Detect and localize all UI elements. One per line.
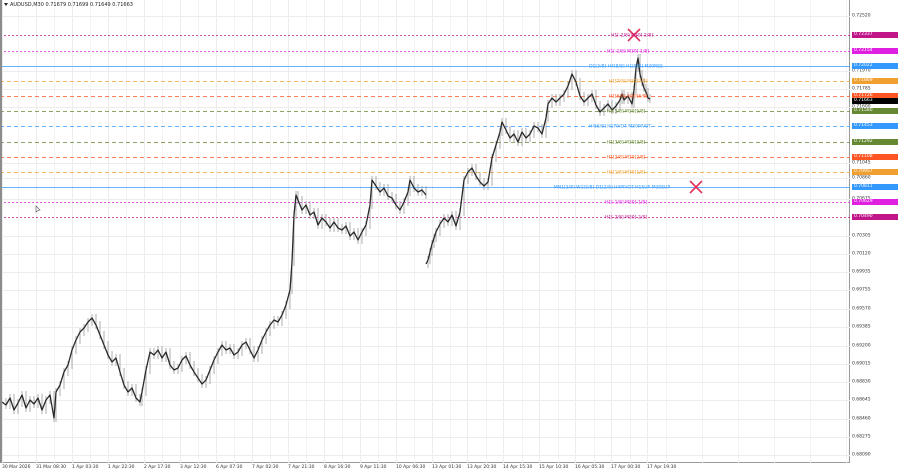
level-label: D1[3/8] H4[8/8] H1[8/8] M30RES [589,64,663,70]
price-tag: 0.71869 [852,78,898,84]
plot-area[interactable] [0,0,850,463]
y-tick-label: 0.68830 [852,379,871,385]
y-tick-label: 0.68460 [852,416,871,422]
level-label: H4[6/8] H1PIVOT M30PIVOT [588,124,652,130]
y-tick-label: 0.71785 [852,86,871,92]
x-tick-label: 7 Apr 02:30 [252,465,279,470]
x-tick-label: 6 Apr 07:30 [216,465,243,470]
x-tick-label: 17 Apr 00:30 [611,465,641,470]
level-label: H1[-2/8] M30[-2/8] [604,215,648,221]
y-tick-label: 0.68275 [852,434,871,440]
x-tick-label: 8 Apr 16:30 [324,465,351,470]
price-tag: 0.72022 [852,63,898,69]
price-tag: 0.71453 [852,123,898,129]
symbol-ohlc-text: AUDUSD,M30 0.71679 0.71699 0.71649 0.716… [10,2,133,8]
price-series [1,54,651,422]
cross-marker-icon[interactable] [627,28,641,42]
x-tick-label: 15 Apr 10:30 [539,465,569,470]
level-lines [0,35,850,218]
cross-marker-icon[interactable] [689,180,703,194]
y-tick-label: 0.69015 [852,361,871,367]
mouse-cursor-icon [35,205,41,213]
y-tick-label: 0.70860 [852,175,871,181]
y-tick-label: 0.68645 [852,397,871,403]
level-label: H1[-1/8] M30[-1/8] [604,200,648,206]
y-tick-label: 0.72520 [852,13,871,19]
x-tick-label: 30 Mar 2026 [2,465,31,470]
x-tick-label: 31 Mar 08:30 [36,465,67,470]
price-tag: 0.70957 [852,169,898,175]
y-tick-label: 0.70305 [852,233,871,239]
x-tick-label: 10 Apr 06:30 [396,465,426,470]
symbol-info: AUDUSD,M30 0.71679 0.71699 0.71649 0.716… [4,2,133,8]
y-tick-label: 0.69935 [852,269,871,275]
level-label: H1[6/8] M30[6/8] [608,94,648,100]
y-tick-label: 0.71600 [852,104,871,110]
grid [0,0,850,463]
x-tick-label: 1 Apr 03:30 [72,465,99,470]
x-tick-label: 2 Apr 17:30 [144,465,171,470]
level-label: H1[-2/8] M30[-2/8] [610,33,654,39]
level-label: H1[5/8] M30[5/8] [606,109,646,115]
price-tag: 0.71663 [852,98,898,104]
x-tick-label: 9 Apr 11:30 [360,465,387,470]
x-tick-label: 14 Apr 15:30 [503,465,533,470]
level-label: H1[2/8] M30[2/8] [606,155,646,161]
x-tick-label: 7 Apr 21:30 [288,465,315,470]
level-label: H1[3/8] M30[3/8] [606,140,646,146]
price-tag: 0.70811 [852,184,898,190]
y-tick-label: 0.69200 [852,343,871,349]
price-tag: 0.70629 [852,199,898,205]
y-tick-label: 0.69570 [852,306,871,312]
x-tick-label: 13 Apr 01:30 [432,465,462,470]
y-tick-label: 0.71045 [852,160,871,166]
x-tick-label: 3 Apr 12:30 [180,465,207,470]
level-label: H1[7/8] M30[7/8] [608,79,648,85]
level-label: MN1[3/8] W1[5/8] D1[2/8] H4PIVOT H1SUP M… [553,185,671,191]
x-tick-label: 16 Apr 05:30 [575,465,605,470]
level-label: H1[-1/8] M30[-1/8] [606,49,650,55]
price-tag: 0.70490 [852,214,898,220]
level-label: H1[1/8] M30[1/8] [606,170,646,176]
y-tick-label: 0.69385 [852,324,871,330]
y-tick-label: 0.70120 [852,251,871,257]
y-tick-label: 0.71970 [852,68,871,74]
chart-left-border [0,0,2,463]
price-chart-canvas[interactable] [0,0,850,463]
x-tick-label: 1 Apr 22:30 [108,465,135,470]
y-tick-label: 0.69755 [852,287,871,293]
y-tick-label: 0.68090 [852,452,871,458]
price-tag: 0.71580 [852,108,898,114]
price-tag: 0.71108 [852,154,898,160]
price-tag: 0.72154 [852,48,898,54]
price-tag: 0.71726 [852,93,898,99]
dropdown-triangle-icon[interactable] [4,3,8,6]
price-tag: 0.71292 [852,139,898,145]
price-tag: 0.72337 [852,32,898,38]
x-tick-label: 17 Apr 19:30 [647,465,677,470]
x-tick-label: 13 Apr 20:30 [467,465,497,470]
